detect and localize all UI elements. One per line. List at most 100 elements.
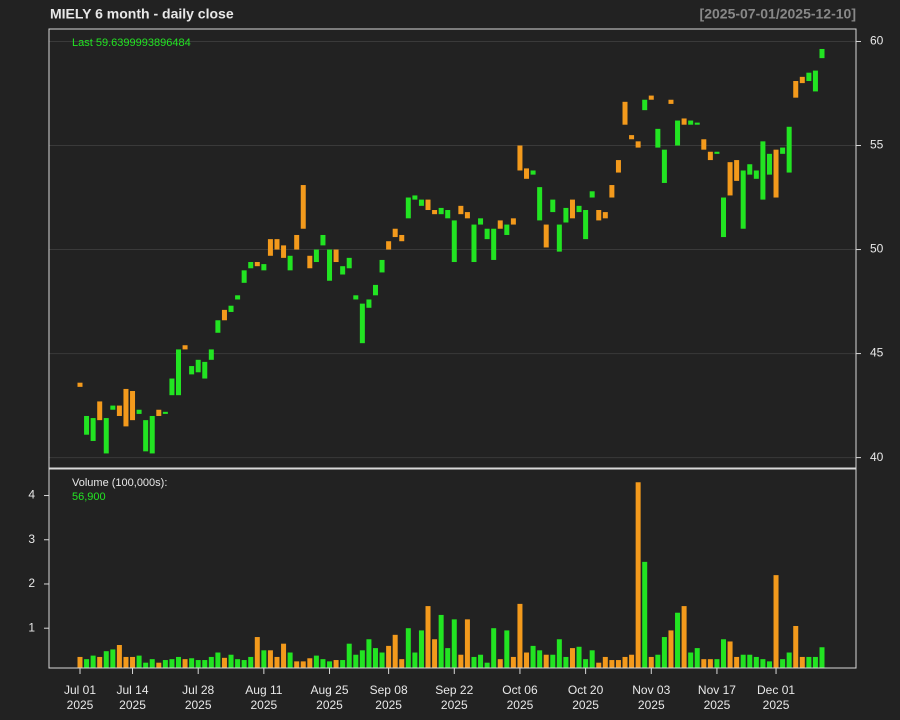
candle-body bbox=[799, 76, 805, 84]
volume-bar bbox=[688, 652, 694, 668]
candle-body bbox=[274, 239, 280, 250]
volume-bar bbox=[90, 655, 96, 668]
volume-bar bbox=[254, 637, 260, 668]
candle-body bbox=[90, 418, 96, 441]
volume-bar bbox=[655, 654, 661, 668]
volume-bar bbox=[425, 606, 431, 668]
x-tick-year: 2025 bbox=[251, 698, 278, 712]
candle-body bbox=[418, 199, 424, 206]
volume-bar bbox=[819, 647, 825, 668]
x-tick-label: Jul 28 bbox=[182, 683, 214, 697]
volume-bar bbox=[734, 656, 740, 668]
x-tick-year: 2025 bbox=[704, 698, 731, 712]
candle-body bbox=[812, 70, 818, 92]
candle-body bbox=[478, 218, 484, 225]
candle-body bbox=[136, 409, 142, 414]
x-tick-label: Aug 11 bbox=[245, 683, 282, 697]
candle-body bbox=[372, 284, 378, 296]
y-tick-label: 60 bbox=[870, 34, 884, 48]
volume-bar bbox=[635, 482, 641, 668]
volume-bar bbox=[162, 660, 168, 668]
y-tick-label: 40 bbox=[870, 450, 884, 464]
x-tick-label: Nov 17 bbox=[698, 683, 736, 697]
candle-body bbox=[721, 197, 727, 238]
volume-bar bbox=[84, 659, 90, 668]
candle-body bbox=[734, 160, 740, 181]
candle-body bbox=[399, 234, 405, 242]
candle-body bbox=[300, 185, 306, 229]
candle-body bbox=[497, 220, 503, 229]
candle-body bbox=[550, 199, 556, 213]
candle-body bbox=[661, 149, 667, 183]
candle-body bbox=[701, 139, 707, 150]
candle-body bbox=[504, 224, 510, 235]
volume-bar bbox=[228, 654, 234, 668]
candle-body bbox=[648, 95, 654, 100]
marks bbox=[77, 48, 825, 668]
x-tick-year: 2025 bbox=[375, 698, 402, 712]
candle-body bbox=[622, 101, 628, 125]
candle-body bbox=[642, 99, 648, 111]
candle-body bbox=[766, 153, 772, 175]
volume-bar bbox=[793, 625, 799, 668]
candle-body bbox=[510, 218, 516, 225]
volume-bar bbox=[451, 619, 457, 668]
candle-body bbox=[707, 151, 713, 161]
candle-body bbox=[149, 415, 155, 454]
volume-bar bbox=[668, 630, 674, 668]
chart-title: MIELY 6 month - daily close bbox=[50, 6, 234, 22]
x-tick-year: 2025 bbox=[67, 698, 94, 712]
x-tick-year: 2025 bbox=[638, 698, 665, 712]
volume-bar bbox=[537, 650, 543, 668]
candle-body bbox=[116, 405, 122, 416]
candle-body bbox=[221, 309, 227, 321]
volume-bar bbox=[103, 651, 109, 668]
y2-tick-label: 3 bbox=[28, 532, 35, 546]
volume-bar bbox=[648, 656, 654, 668]
volume-bar bbox=[786, 652, 792, 668]
candle-body bbox=[208, 349, 214, 360]
candle-body bbox=[760, 141, 766, 200]
candle-body bbox=[793, 81, 799, 98]
volume-bar bbox=[556, 639, 562, 668]
volume-bar bbox=[576, 646, 582, 668]
candle-body bbox=[228, 305, 234, 312]
x-tick-label: Jul 14 bbox=[117, 683, 149, 697]
candle-body bbox=[464, 212, 470, 219]
volume-bar bbox=[418, 630, 424, 668]
volume-bar bbox=[773, 575, 779, 668]
volume-bar bbox=[569, 648, 575, 668]
volume-bar bbox=[123, 656, 129, 668]
candle-body bbox=[202, 361, 208, 379]
volume-bar bbox=[156, 662, 162, 668]
candle-body bbox=[530, 170, 536, 175]
volume-bar bbox=[340, 660, 346, 668]
volume-bar bbox=[740, 654, 746, 668]
volume-bar bbox=[241, 660, 247, 668]
volume-bar bbox=[438, 614, 444, 668]
volume-bar bbox=[464, 619, 470, 668]
volume-bar bbox=[386, 645, 392, 668]
candle-body bbox=[445, 210, 451, 219]
volume-bar bbox=[235, 659, 241, 668]
candle-body bbox=[576, 205, 582, 213]
x-tick-label: Sep 08 bbox=[370, 683, 408, 697]
x-tick-label: Aug 25 bbox=[310, 683, 348, 697]
candle-body bbox=[182, 345, 188, 350]
candle-body bbox=[333, 249, 339, 263]
candle-body bbox=[524, 168, 530, 179]
candle-body bbox=[353, 295, 359, 300]
volume-bar bbox=[543, 654, 549, 668]
volume-bar bbox=[445, 648, 451, 668]
volume-bar bbox=[661, 637, 667, 668]
volume-bar bbox=[812, 656, 818, 668]
volume-bar bbox=[622, 656, 628, 668]
x-tick-year: 2025 bbox=[441, 698, 468, 712]
candle-body bbox=[806, 72, 812, 82]
x-tick-year: 2025 bbox=[316, 698, 343, 712]
candle-body bbox=[248, 262, 254, 269]
volume-bar bbox=[169, 659, 175, 668]
volume-bar bbox=[747, 654, 753, 668]
candle-body bbox=[773, 149, 779, 198]
